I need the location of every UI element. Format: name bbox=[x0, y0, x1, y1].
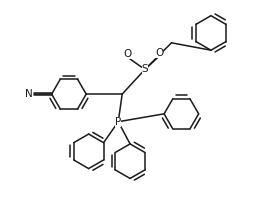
Text: S: S bbox=[141, 64, 148, 74]
Text: P: P bbox=[115, 117, 121, 127]
Text: O: O bbox=[123, 49, 132, 59]
Text: N: N bbox=[25, 89, 33, 99]
Text: O: O bbox=[155, 48, 163, 58]
